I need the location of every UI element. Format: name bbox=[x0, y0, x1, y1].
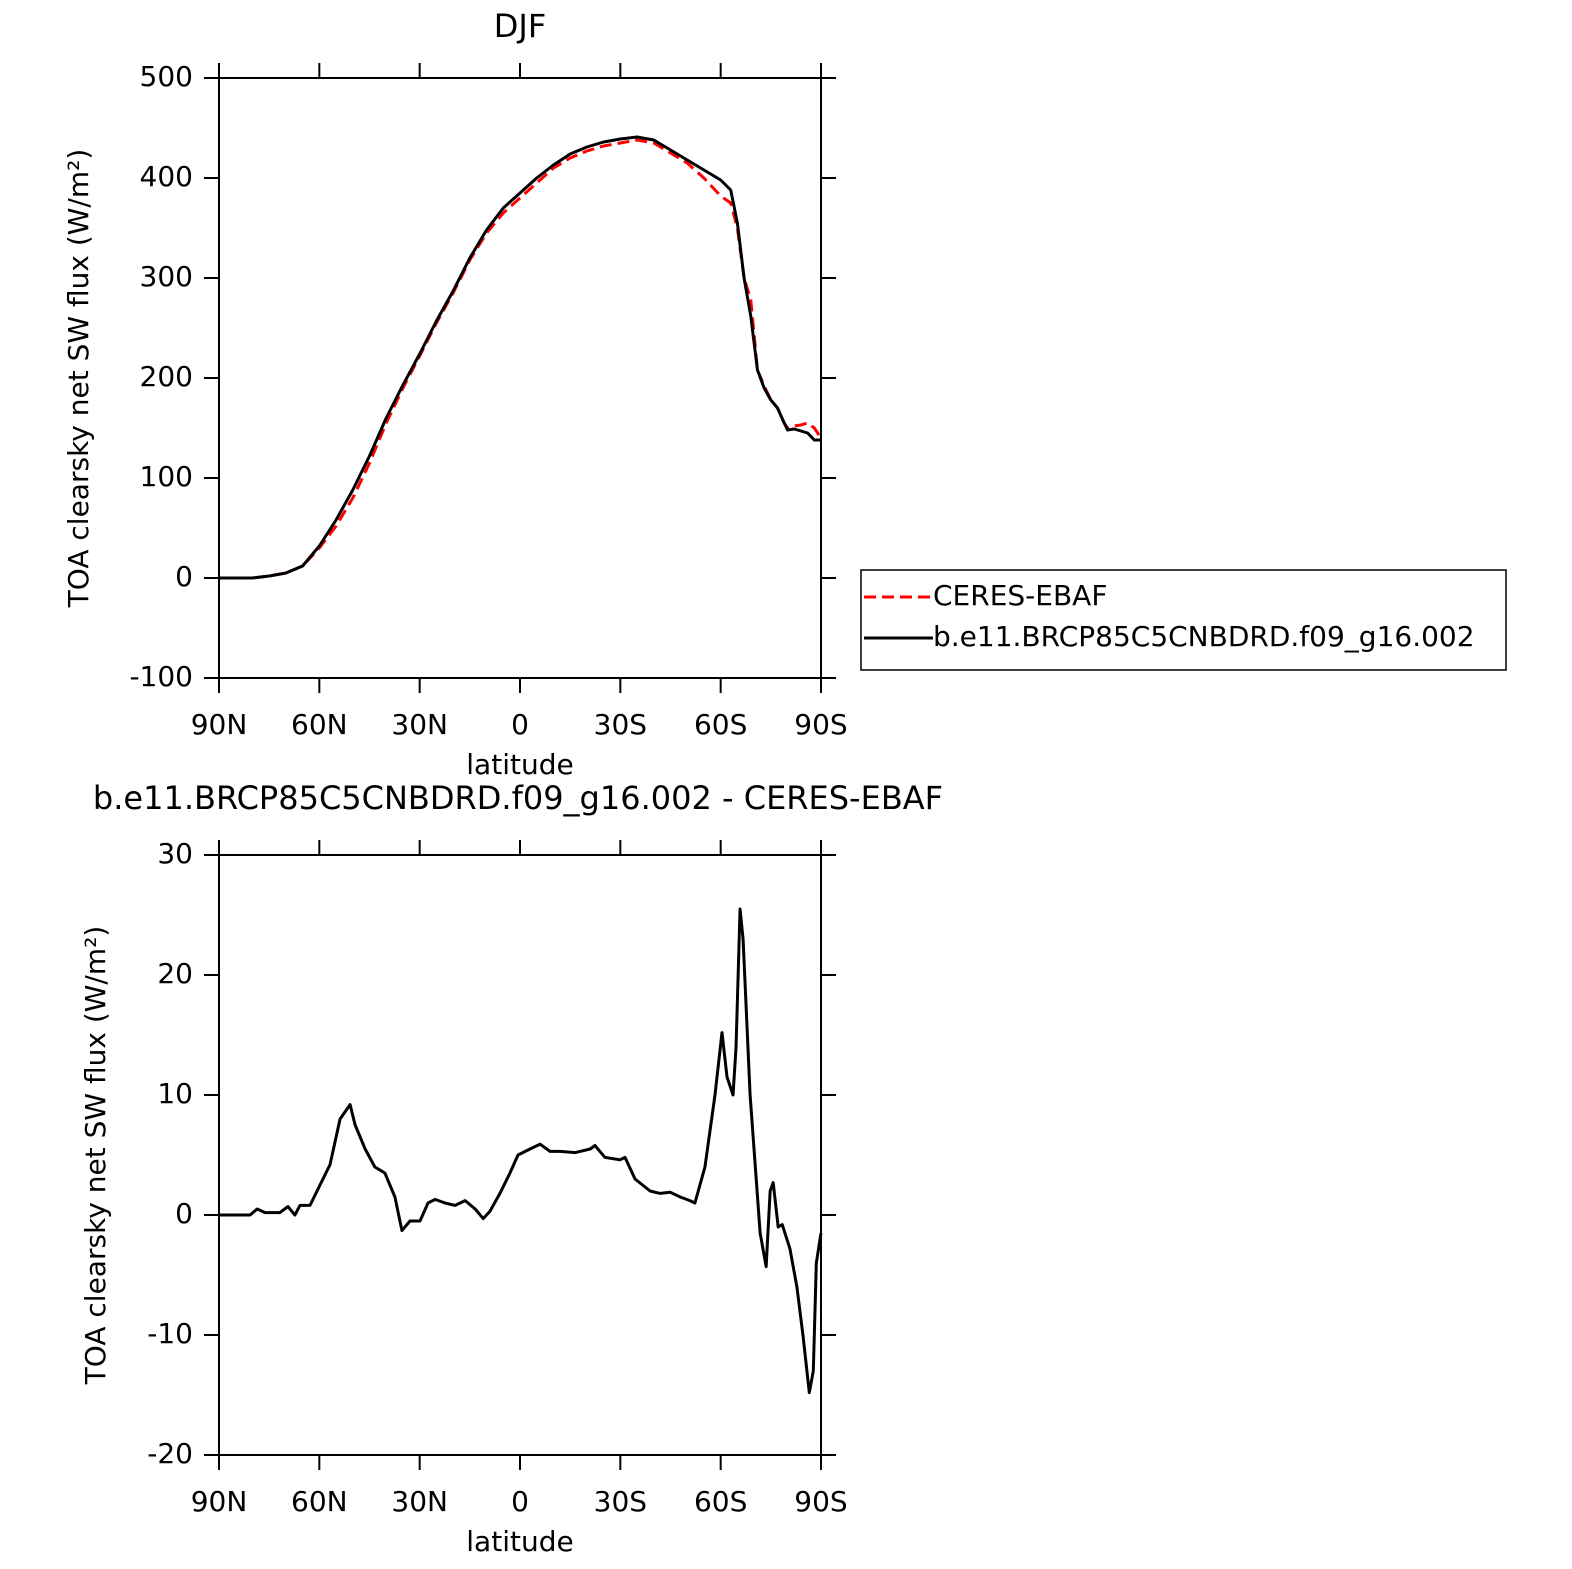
x-tick-label: 60N bbox=[291, 1485, 348, 1518]
y-tick-label: 500 bbox=[140, 60, 193, 93]
x-axis-label: latitude bbox=[466, 748, 573, 781]
y-tick-label: -20 bbox=[147, 1437, 193, 1470]
chart-title: b.e11.BRCP85C5CNBDRD.f09_g16.002 - CERES… bbox=[93, 779, 943, 817]
y-tick-label: -10 bbox=[147, 1317, 193, 1350]
x-axis-label: latitude bbox=[466, 1525, 573, 1558]
x-tick-label: 30N bbox=[391, 1485, 448, 1518]
plot-frame bbox=[218, 77, 822, 679]
y-tick-label: 400 bbox=[140, 160, 193, 193]
chart-title: DJF bbox=[494, 7, 546, 45]
y-tick-label: 30 bbox=[157, 837, 193, 870]
y-tick-label: 20 bbox=[157, 957, 193, 990]
x-tick-label: 0 bbox=[511, 708, 529, 741]
data-line bbox=[219, 907, 823, 1395]
x-tick-label: 90S bbox=[794, 708, 847, 741]
y-tick-label: 300 bbox=[140, 260, 193, 293]
data-line bbox=[219, 138, 823, 580]
y-axis-label: TOA clearsky net SW flux (W/m²) bbox=[62, 149, 95, 609]
data-line bbox=[219, 135, 821, 580]
x-tick-label: 60S bbox=[694, 1485, 747, 1518]
x-tick-label: 90N bbox=[191, 708, 248, 741]
legend-box bbox=[860, 569, 1507, 671]
y-tick-label: 100 bbox=[140, 460, 193, 493]
x-tick-label: 60S bbox=[694, 708, 747, 741]
y-tick-label: 0 bbox=[175, 560, 193, 593]
legend-label: b.e11.BRCP85C5CNBDRD.f09_g16.002 bbox=[933, 620, 1475, 653]
y-tick-label: 10 bbox=[157, 1077, 193, 1110]
x-tick-label: 60N bbox=[291, 708, 348, 741]
y-tick-label: 200 bbox=[140, 360, 193, 393]
y-axis-label: TOA clearsky net SW flux (W/m²) bbox=[79, 926, 112, 1386]
x-tick-label: 0 bbox=[511, 1485, 529, 1518]
x-tick-label: 90S bbox=[794, 1485, 847, 1518]
x-tick-label: 30S bbox=[594, 1485, 647, 1518]
x-tick-label: 90N bbox=[191, 1485, 248, 1518]
legend-label: CERES-EBAF bbox=[933, 579, 1107, 612]
y-tick-label: 0 bbox=[175, 1197, 193, 1230]
x-tick-label: 30S bbox=[594, 708, 647, 741]
y-tick-label: -100 bbox=[129, 660, 193, 693]
x-tick-label: 30N bbox=[391, 708, 448, 741]
